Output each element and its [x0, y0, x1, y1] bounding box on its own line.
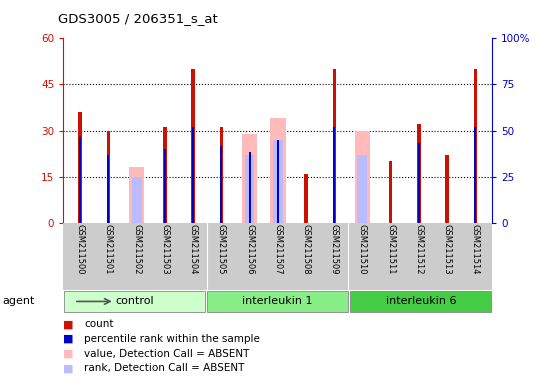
Bar [417, 124, 421, 223]
Text: control: control [116, 296, 154, 306]
Text: GDS3005 / 206351_s_at: GDS3005 / 206351_s_at [58, 12, 217, 25]
Bar [221, 146, 222, 223]
Bar [355, 131, 370, 223]
Bar [191, 69, 195, 223]
Text: GSM211514: GSM211514 [471, 224, 480, 275]
Text: ■: ■ [63, 363, 74, 373]
Bar [389, 161, 392, 223]
Bar [219, 127, 223, 223]
Bar [277, 140, 279, 223]
Bar [304, 174, 307, 223]
Text: GSM211501: GSM211501 [104, 224, 113, 275]
Bar [131, 177, 141, 223]
Text: GSM211503: GSM211503 [161, 224, 169, 275]
Bar [79, 112, 82, 223]
Text: ■: ■ [63, 334, 74, 344]
Bar [418, 143, 420, 223]
Text: GSM211510: GSM211510 [358, 224, 367, 275]
Bar [333, 127, 335, 223]
Text: ■: ■ [63, 319, 74, 329]
Text: GSM211511: GSM211511 [386, 224, 395, 275]
Bar [107, 155, 109, 223]
Bar [129, 167, 145, 223]
Bar [474, 127, 476, 223]
Bar [192, 127, 194, 223]
Bar [207, 291, 348, 312]
Bar [358, 155, 367, 223]
Text: GSM211505: GSM211505 [217, 224, 226, 275]
Text: agent: agent [3, 296, 35, 306]
Bar [270, 118, 285, 223]
Text: GSM211504: GSM211504 [189, 224, 197, 275]
Text: GSM211512: GSM211512 [414, 224, 424, 275]
Text: value, Detection Call = ABSENT: value, Detection Call = ABSENT [84, 349, 250, 359]
Bar [333, 69, 336, 223]
Text: GSM211507: GSM211507 [273, 224, 282, 275]
Bar [350, 291, 491, 312]
Bar [163, 127, 167, 223]
Text: count: count [84, 319, 114, 329]
Text: interleukin 6: interleukin 6 [386, 296, 456, 306]
Text: GSM211508: GSM211508 [301, 224, 310, 275]
Bar [446, 155, 449, 223]
Text: ■: ■ [63, 349, 74, 359]
Bar [273, 140, 283, 223]
Bar [64, 291, 205, 312]
Text: GSM211502: GSM211502 [132, 224, 141, 275]
Bar [249, 152, 250, 223]
Text: GSM211500: GSM211500 [76, 224, 85, 275]
Bar [79, 137, 81, 223]
Text: GSM211513: GSM211513 [443, 224, 452, 275]
Bar [474, 69, 477, 223]
Bar [164, 149, 166, 223]
Bar [107, 131, 110, 223]
Text: GSM211509: GSM211509 [329, 224, 339, 275]
Text: interleukin 1: interleukin 1 [243, 296, 313, 306]
Bar [245, 155, 255, 223]
Text: rank, Detection Call = ABSENT: rank, Detection Call = ABSENT [84, 363, 245, 373]
Text: GSM211506: GSM211506 [245, 224, 254, 275]
Text: percentile rank within the sample: percentile rank within the sample [84, 334, 260, 344]
Bar [242, 134, 257, 223]
